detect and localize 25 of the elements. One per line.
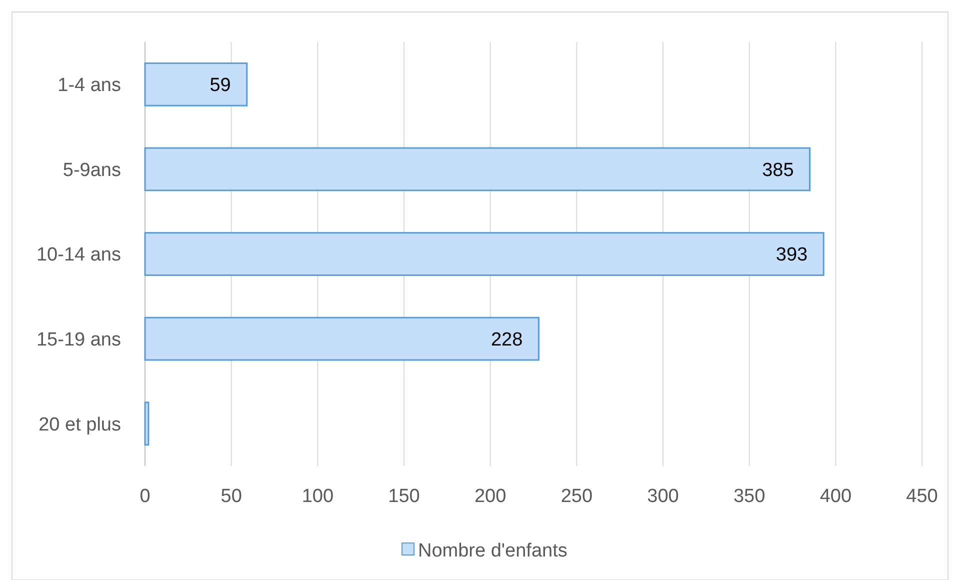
x-tick-label: 250	[560, 486, 593, 507]
y-tick-label: 15-19 ans	[36, 329, 121, 350]
x-tick-label: 100	[302, 486, 334, 507]
y-tick-label: 5-9ans	[62, 160, 121, 181]
x-tick-label: 350	[733, 486, 766, 507]
bar	[144, 232, 824, 276]
y-tick-label: 1-4 ans	[58, 75, 121, 96]
x-tick-label: 50	[220, 486, 242, 507]
x-tick-label: 200	[474, 486, 506, 507]
bar	[144, 62, 248, 106]
x-tick-label: 450	[906, 486, 938, 507]
bar	[144, 316, 540, 361]
x-tick-label: 300	[647, 486, 679, 507]
data-label: 393	[776, 244, 808, 266]
x-tick-label: 150	[388, 486, 420, 507]
y-tick-label: 10-14 ans	[36, 244, 121, 266]
legend-label: Nombre d'enfants	[418, 540, 568, 562]
data-label: 228	[490, 329, 523, 350]
bar	[144, 402, 150, 446]
y-tick-label: 20 et plus	[38, 414, 121, 436]
x-tick-label: 400	[820, 486, 852, 507]
x-tick-label: 0	[140, 486, 150, 507]
data-label: 59	[210, 75, 231, 96]
bar	[144, 147, 811, 192]
data-label: 385	[762, 160, 794, 181]
